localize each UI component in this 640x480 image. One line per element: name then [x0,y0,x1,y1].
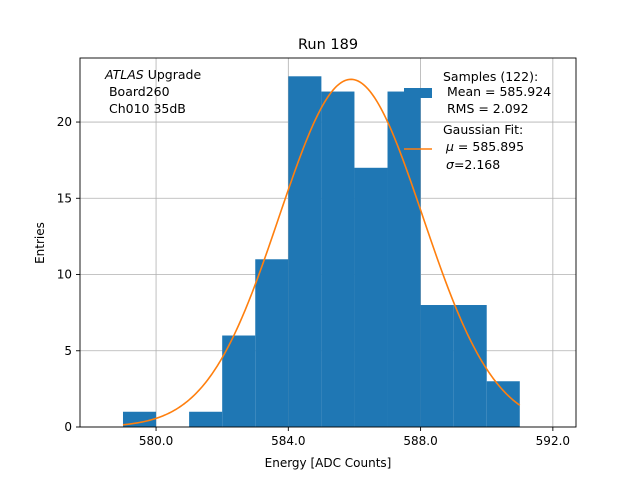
gaussian-fit-curve [122,78,521,426]
legend-samples-mean: Mean = 585.924 [443,84,551,99]
histogram-bar [321,91,355,427]
legend-fit-mu: μ = 585.895 [445,139,524,154]
y-tick-label: 10 [57,268,72,282]
legend: Samples (122): Mean = 585.924 RMS = 2.09… [404,69,551,172]
fit-curve-path [122,78,521,426]
x-tick-label: 588.0 [403,434,437,448]
legend-samples-swatch [404,88,432,98]
histogram-bar [453,305,487,427]
axis-ticks: 580.0 584.0 588.0 592.0 0 5 10 15 20 [57,115,570,448]
legend-fit-sigma: σ=2.168 [446,157,500,172]
histogram-bar [420,305,454,427]
histogram-bar [189,411,223,427]
histogram-bar [387,91,421,427]
x-tick-label: 584.0 [271,434,305,448]
legend-samples-rms: RMS = 2.092 [443,101,529,116]
legend-samples-title: Samples (122): [443,69,538,84]
annotation-line-2: Board260 [105,84,170,99]
x-tick-label: 592.0 [536,434,570,448]
x-axis-label: Energy [ADC Counts] [265,456,392,470]
y-tick-label: 5 [64,344,72,358]
legend-fit-title: Gaussian Fit: [443,122,523,137]
y-axis-label: Entries [33,222,47,264]
histogram-bar [354,167,388,427]
x-tick-label: 580.0 [139,434,173,448]
histogram-bar [255,259,289,427]
histogram-bar [486,381,520,427]
axes-border [79,57,577,428]
chart-title: Run 189 [298,37,358,53]
y-tick-label: 0 [64,420,72,434]
annotation-line-3: Ch010 35dB [105,101,186,116]
histogram-bars [122,76,520,428]
histogram-bar [288,76,322,428]
histogram-bar [222,335,256,427]
y-tick-label: 15 [57,191,72,205]
axes-frame [79,57,577,428]
y-tick-label: 20 [57,115,72,129]
annotation-line-1: ATLAS Upgrade [104,67,201,82]
atlas-annotation: ATLAS Upgrade Board260 Ch010 35dB [104,67,201,116]
